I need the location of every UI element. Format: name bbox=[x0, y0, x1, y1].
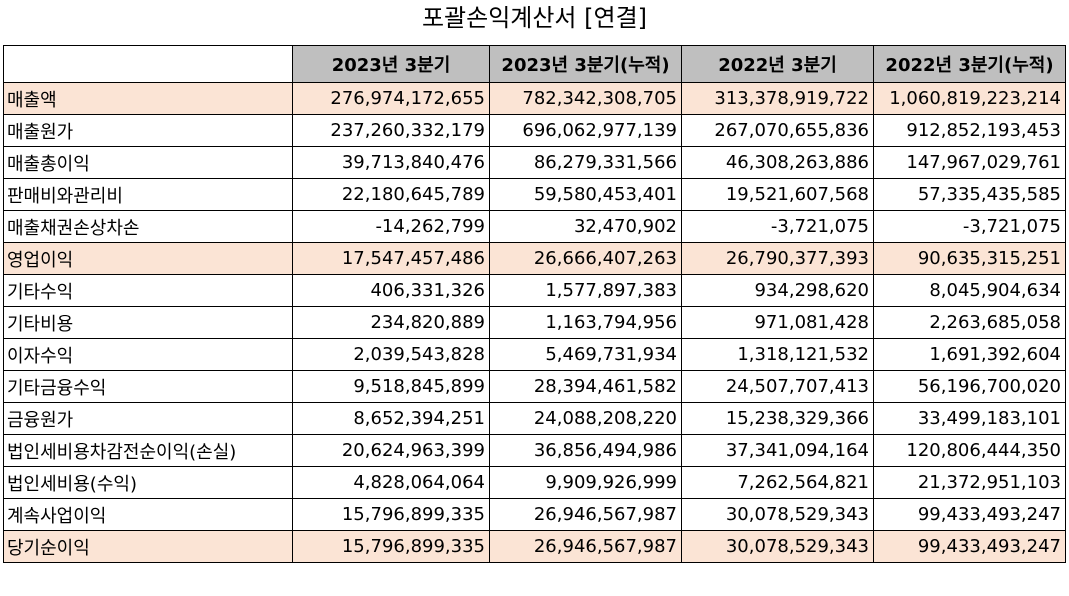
row-label: 매출원가 bbox=[3, 114, 293, 147]
table-row: 매출채권손상차손 -14,262,799 32,470,902 -3,721,075-… bbox=[3, 210, 1066, 243]
value-cell: 7,262,564,821 bbox=[681, 466, 874, 499]
value-cell: 237,260,332,179 bbox=[292, 114, 490, 147]
value-cell: 9,909,926,999 bbox=[489, 466, 682, 499]
header-cell-2022-q3-cumulative: 2022년 3분기(누적) bbox=[873, 45, 1066, 83]
value-cell: 17,547,457,486 bbox=[292, 242, 490, 275]
value-cell: 90,635,315,251 bbox=[873, 242, 1066, 275]
value-cell: 8,045,904,634 bbox=[873, 274, 1066, 307]
value-cell: 1,060,819,223,214 bbox=[873, 82, 1066, 115]
table-row: 기타비용 234,820,889 1,163,794,956 971,081,428 2… bbox=[3, 306, 1066, 339]
row-label: 계속사업이익 bbox=[3, 498, 293, 531]
value-cell: 26,946,567,987 bbox=[489, 530, 682, 563]
table-row: 당기순이익 15,796,899,335 26,946,567,987 30,078,… bbox=[3, 530, 1066, 563]
value-cell: 22,180,645,789 bbox=[292, 178, 490, 211]
value-cell: 696,062,977,139 bbox=[489, 114, 682, 147]
value-cell: 1,318,121,532 bbox=[681, 338, 874, 371]
value-cell: 24,507,707,413 bbox=[681, 370, 874, 403]
table-row: 이자수익 2,039,543,828 5,469,731,934 1,318,121,… bbox=[3, 338, 1066, 371]
value-cell: 37,341,094,164 bbox=[681, 434, 874, 467]
value-cell: 9,518,845,899 bbox=[292, 370, 490, 403]
value-cell: -14,262,799 bbox=[292, 210, 490, 243]
value-cell: 267,070,655,836 bbox=[681, 114, 874, 147]
table-row: 영업이익 17,547,457,486 26,666,407,263 26,790,3… bbox=[3, 242, 1066, 275]
row-label: 법인세비용차감전순이익(손실) bbox=[3, 434, 293, 467]
value-cell: 2,039,543,828 bbox=[292, 338, 490, 371]
value-cell: -3,721,075 bbox=[873, 210, 1066, 243]
table-row: 매출총이익 39,713,840,476 86,279,331,566 46,308,… bbox=[3, 146, 1066, 179]
row-label: 매출총이익 bbox=[3, 146, 293, 179]
value-cell: 20,624,963,399 bbox=[292, 434, 490, 467]
value-cell: 912,852,193,453 bbox=[873, 114, 1066, 147]
value-cell: 30,078,529,343 bbox=[681, 498, 874, 531]
row-label: 영업이익 bbox=[3, 242, 293, 275]
value-cell: 120,806,444,350 bbox=[873, 434, 1066, 467]
value-cell: 26,946,567,987 bbox=[489, 498, 682, 531]
header-cell-corner bbox=[3, 45, 293, 83]
value-cell: 5,469,731,934 bbox=[489, 338, 682, 371]
value-cell: 99,433,493,247 bbox=[873, 498, 1066, 531]
table-row: 기타수익 406,331,326 1,577,897,383 934,298,620 8… bbox=[3, 274, 1066, 307]
value-cell: 934,298,620 bbox=[681, 274, 874, 307]
value-cell: 4,828,064,064 bbox=[292, 466, 490, 499]
value-cell: 1,577,897,383 bbox=[489, 274, 682, 307]
table-row: 법인세비용차감전순이익(손실) 20,624,963,399 36,856,494,… bbox=[3, 434, 1066, 467]
value-cell: 15,796,899,335 bbox=[292, 530, 490, 563]
value-cell: 21,372,951,103 bbox=[873, 466, 1066, 499]
value-cell: -3,721,075 bbox=[681, 210, 874, 243]
header-cell-2022-q3: 2022년 3분기 bbox=[681, 45, 874, 83]
value-cell: 33,499,183,101 bbox=[873, 402, 1066, 435]
value-cell: 59,580,453,401 bbox=[489, 178, 682, 211]
value-cell: 32,470,902 bbox=[489, 210, 682, 243]
value-cell: 2,263,685,058 bbox=[873, 306, 1066, 339]
value-cell: 276,974,172,655 bbox=[292, 82, 490, 115]
row-label: 이자수익 bbox=[3, 338, 293, 371]
value-cell: 39,713,840,476 bbox=[292, 146, 490, 179]
table-row: 기타금융수익 9,518,845,899 28,394,461,582 24,507,… bbox=[3, 370, 1066, 403]
value-cell: 1,691,392,604 bbox=[873, 338, 1066, 371]
table-row: 금융원가 8,652,394,251 24,088,208,220 15,238,32… bbox=[3, 402, 1066, 435]
value-cell: 15,796,899,335 bbox=[292, 498, 490, 531]
value-cell: 24,088,208,220 bbox=[489, 402, 682, 435]
table-row: 매출원가 237,260,332,179 696,062,977,139 267,07… bbox=[3, 114, 1066, 147]
row-label: 판매비와관리비 bbox=[3, 178, 293, 211]
row-label: 기타수익 bbox=[3, 274, 293, 307]
income-statement-table: 2023년 3분기 2023년 3분기(누적) 2022년 3분기 2022년 … bbox=[3, 45, 1066, 563]
value-cell: 1,163,794,956 bbox=[489, 306, 682, 339]
row-label: 기타금융수익 bbox=[3, 370, 293, 403]
table-header-row: 2023년 3분기 2023년 3분기(누적) 2022년 3분기 2022년 … bbox=[3, 45, 1066, 83]
value-cell: 19,521,607,568 bbox=[681, 178, 874, 211]
page-title: 포괄손익계산서 [연결] bbox=[421, 4, 648, 32]
value-cell: 28,394,461,582 bbox=[489, 370, 682, 403]
value-cell: 15,238,329,366 bbox=[681, 402, 874, 435]
value-cell: 56,196,700,020 bbox=[873, 370, 1066, 403]
table-row: 판매비와관리비 22,180,645,789 59,580,453,401 19,52… bbox=[3, 178, 1066, 211]
header-cell-2023-q3-cumulative: 2023년 3분기(누적) bbox=[489, 45, 682, 83]
value-cell: 57,335,435,585 bbox=[873, 178, 1066, 211]
row-label: 매출액 bbox=[3, 82, 293, 115]
value-cell: 99,433,493,247 bbox=[873, 530, 1066, 563]
row-label: 법인세비용(수익) bbox=[3, 466, 293, 499]
value-cell: 147,967,029,761 bbox=[873, 146, 1066, 179]
value-cell: 30,078,529,343 bbox=[681, 530, 874, 563]
value-cell: 36,856,494,986 bbox=[489, 434, 682, 467]
row-label: 기타비용 bbox=[3, 306, 293, 339]
table-row: 매출액 276,974,172,655 782,342,308,705 313,378… bbox=[3, 82, 1066, 115]
header-cell-2023-q3: 2023년 3분기 bbox=[292, 45, 490, 83]
value-cell: 782,342,308,705 bbox=[489, 82, 682, 115]
value-cell: 26,666,407,263 bbox=[489, 242, 682, 275]
value-cell: 86,279,331,566 bbox=[489, 146, 682, 179]
value-cell: 234,820,889 bbox=[292, 306, 490, 339]
table-row: 법인세비용(수익) 4,828,064,064 9,909,926,999 7,262… bbox=[3, 466, 1066, 499]
value-cell: 406,331,326 bbox=[292, 274, 490, 307]
table-row: 계속사업이익 15,796,899,335 26,946,567,987 30,078… bbox=[3, 498, 1066, 531]
value-cell: 26,790,377,393 bbox=[681, 242, 874, 275]
value-cell: 971,081,428 bbox=[681, 306, 874, 339]
row-label: 당기순이익 bbox=[3, 530, 293, 563]
value-cell: 8,652,394,251 bbox=[292, 402, 490, 435]
value-cell: 46,308,263,886 bbox=[681, 146, 874, 179]
value-cell: 313,378,919,722 bbox=[681, 82, 874, 115]
row-label: 매출채권손상차손 bbox=[3, 210, 293, 243]
row-label: 금융원가 bbox=[3, 402, 293, 435]
